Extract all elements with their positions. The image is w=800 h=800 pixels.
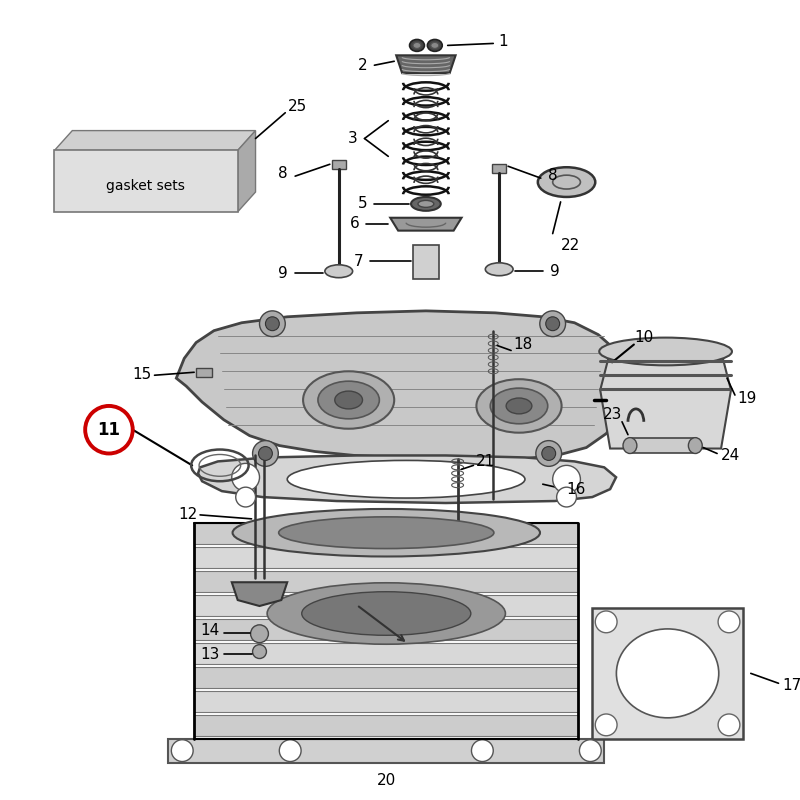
Polygon shape: [176, 311, 626, 459]
Circle shape: [258, 446, 272, 461]
Ellipse shape: [490, 388, 548, 424]
Ellipse shape: [287, 461, 525, 498]
Text: 14: 14: [200, 623, 220, 638]
Ellipse shape: [623, 438, 637, 454]
Circle shape: [595, 714, 617, 736]
Text: 23: 23: [602, 407, 622, 422]
Ellipse shape: [302, 592, 471, 635]
Text: 21: 21: [476, 454, 495, 469]
Polygon shape: [238, 130, 255, 212]
Polygon shape: [232, 582, 287, 606]
Circle shape: [171, 740, 193, 762]
Text: 15: 15: [132, 366, 151, 382]
Circle shape: [540, 311, 566, 337]
Ellipse shape: [427, 39, 442, 51]
Circle shape: [536, 441, 562, 466]
Bar: [332, 160, 346, 170]
Circle shape: [471, 740, 494, 762]
Text: 25: 25: [287, 99, 306, 114]
Ellipse shape: [411, 197, 441, 211]
Circle shape: [718, 714, 740, 736]
Text: 6: 6: [350, 216, 359, 231]
Text: 12: 12: [178, 507, 198, 522]
Circle shape: [718, 611, 740, 633]
Ellipse shape: [477, 379, 562, 433]
Ellipse shape: [334, 391, 362, 409]
Circle shape: [259, 311, 286, 337]
Text: 20: 20: [377, 773, 396, 788]
Circle shape: [557, 487, 577, 507]
Circle shape: [236, 487, 255, 507]
Bar: [630, 438, 695, 454]
Ellipse shape: [506, 398, 532, 414]
Bar: [196, 368, 212, 378]
Text: 8: 8: [278, 166, 288, 181]
Ellipse shape: [318, 381, 379, 419]
Text: 24: 24: [722, 448, 741, 463]
Bar: [194, 642, 578, 664]
Polygon shape: [396, 55, 456, 73]
Ellipse shape: [233, 509, 540, 557]
Text: 3: 3: [348, 131, 358, 146]
Text: 1: 1: [498, 34, 508, 49]
Ellipse shape: [486, 263, 513, 276]
Circle shape: [250, 625, 269, 642]
Text: 9: 9: [278, 266, 288, 281]
Circle shape: [579, 740, 602, 762]
Polygon shape: [54, 130, 255, 150]
Text: 2: 2: [358, 58, 367, 73]
Polygon shape: [168, 738, 604, 762]
Bar: [194, 618, 578, 640]
Text: gasket sets: gasket sets: [106, 179, 185, 193]
Text: 5: 5: [358, 196, 367, 211]
Polygon shape: [600, 351, 731, 449]
Bar: [492, 164, 506, 173]
Polygon shape: [198, 455, 616, 503]
Text: 8: 8: [548, 168, 558, 182]
Ellipse shape: [303, 371, 394, 429]
Bar: [194, 714, 578, 736]
Ellipse shape: [267, 583, 506, 644]
Bar: [194, 666, 578, 688]
Text: 19: 19: [737, 390, 757, 406]
Ellipse shape: [431, 42, 438, 48]
Ellipse shape: [278, 517, 494, 549]
Ellipse shape: [616, 629, 718, 718]
Bar: [194, 547, 578, 568]
Polygon shape: [390, 218, 462, 230]
Bar: [54, 150, 238, 212]
Bar: [194, 571, 578, 592]
Circle shape: [595, 611, 617, 633]
Circle shape: [279, 740, 301, 762]
Bar: [194, 523, 578, 544]
Circle shape: [553, 466, 581, 493]
Ellipse shape: [538, 167, 595, 197]
Bar: [194, 690, 578, 712]
Ellipse shape: [688, 438, 702, 454]
Circle shape: [266, 317, 279, 330]
Circle shape: [253, 441, 278, 466]
Bar: [413, 246, 438, 279]
Ellipse shape: [418, 201, 434, 207]
Text: 7: 7: [354, 254, 363, 269]
Text: 18: 18: [514, 337, 533, 352]
Text: 22: 22: [561, 238, 580, 253]
Ellipse shape: [410, 39, 425, 51]
Ellipse shape: [599, 338, 732, 366]
Text: 11: 11: [98, 421, 121, 438]
Text: 10: 10: [634, 330, 654, 345]
Text: 13: 13: [200, 647, 220, 662]
Bar: [194, 594, 578, 616]
Circle shape: [542, 446, 556, 461]
Ellipse shape: [325, 265, 353, 278]
Text: 16: 16: [566, 482, 586, 497]
Ellipse shape: [413, 42, 421, 48]
Circle shape: [546, 317, 560, 330]
Text: 17: 17: [782, 678, 800, 693]
Bar: [592, 608, 743, 738]
Circle shape: [232, 463, 259, 491]
Circle shape: [85, 406, 133, 454]
Circle shape: [253, 645, 266, 658]
Text: 9: 9: [550, 264, 559, 278]
